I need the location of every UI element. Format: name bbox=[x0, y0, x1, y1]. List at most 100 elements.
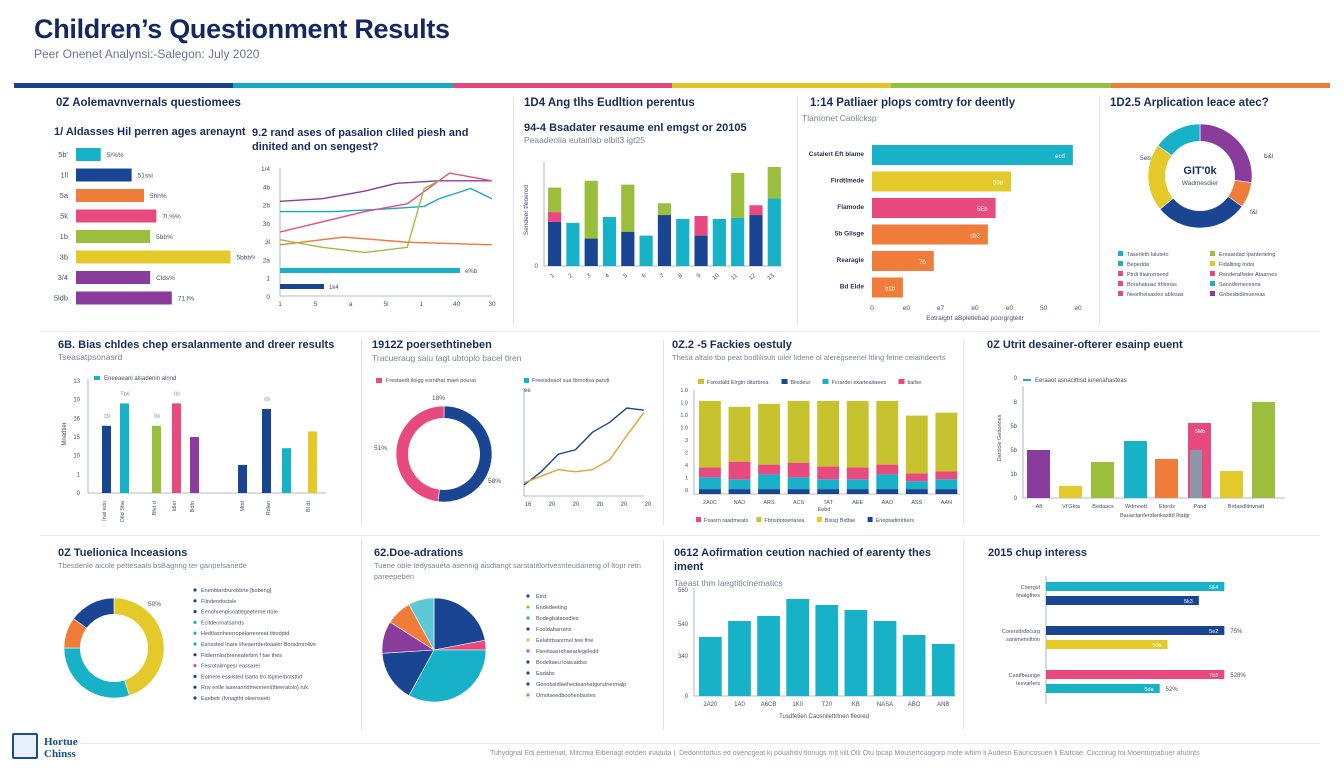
legend-label: Eotnere essilsted lsarta tro lsgmerbotst… bbox=[201, 674, 302, 680]
y-tick-label: 3 bbox=[685, 438, 688, 444]
chart-subtitle: Tbesdenle aicole pettesaals bsBagnng ter… bbox=[58, 561, 247, 570]
bar bbox=[1046, 670, 1225, 679]
panel-factors: 0Z.2 -5 Fackies oestuly Thesa altalo tbo… bbox=[672, 338, 962, 528]
bar bbox=[76, 291, 172, 305]
series-line bbox=[279, 180, 492, 202]
pie-slice bbox=[381, 649, 435, 696]
legend-swatch bbox=[898, 379, 905, 384]
bar bbox=[76, 148, 101, 161]
bar-segment bbox=[905, 489, 928, 494]
divider bbox=[963, 340, 964, 525]
chart-title: 62.Doe-adrations bbox=[374, 547, 464, 559]
x-tick-label: Rdlan bbox=[266, 501, 272, 515]
legend-bar bbox=[280, 268, 460, 273]
x-tick-label: 8 bbox=[678, 273, 685, 280]
x-tick-label: 1 bbox=[278, 301, 282, 308]
bar bbox=[844, 610, 868, 696]
data-label: 7b3 bbox=[1209, 673, 1218, 679]
x-tick-label: 40 bbox=[453, 301, 461, 308]
chart-title: 0Z Utrit desainer-ofterer esainp euent bbox=[987, 339, 1183, 351]
bar-segment bbox=[699, 467, 721, 478]
x-tick-label: 2A20 bbox=[703, 702, 718, 708]
data-label: 7b bbox=[919, 260, 926, 266]
legend-label: Blicdeur bbox=[791, 380, 811, 386]
divider bbox=[361, 340, 362, 525]
x-tick-label: e0 bbox=[971, 305, 979, 312]
bar bbox=[172, 403, 181, 493]
legend-label: Etrd bbox=[536, 594, 546, 600]
legend-label: Fsnsdald Elrgtn ditarbrea bbox=[707, 380, 769, 386]
x-tick-label: a bbox=[349, 301, 353, 308]
y-tick-label: 4 bbox=[685, 463, 688, 469]
y-tick-label: 10 bbox=[73, 454, 80, 460]
legend-swatch bbox=[1118, 261, 1123, 266]
series-line bbox=[523, 411, 645, 484]
category-label: tesvarlers bbox=[1016, 681, 1040, 687]
pie-slice bbox=[433, 597, 486, 651]
x-tick-label: ANB bbox=[937, 702, 949, 708]
bar bbox=[757, 616, 780, 696]
bar-segment bbox=[749, 215, 763, 266]
y-tick-label: 8 bbox=[1014, 400, 1018, 406]
legend-swatch bbox=[756, 517, 762, 522]
chart-title: 0Z Tuelionica lnceasions bbox=[58, 547, 188, 559]
category-label: sanimemittion bbox=[1006, 637, 1040, 643]
horizontal-bar-chart: 5b' 5/%% 1ll 51ssi 5a 5hh% 5k 7l.%% 1b 5bb% 3b 5bbb… bbox=[54, 148, 255, 305]
data-label: cb2 bbox=[970, 234, 980, 240]
data-label: l0l bbox=[154, 414, 160, 420]
bar bbox=[76, 230, 151, 243]
bar-chart: Eneeaeanl alsadenin alnnd Mnadtier 0 1 10 15 1… bbox=[62, 376, 326, 522]
color-stripe bbox=[14, 83, 1330, 88]
center-label: GIT'0k bbox=[1183, 165, 1217, 177]
legend-swatch bbox=[1118, 271, 1123, 276]
stripe-segment bbox=[671, 83, 892, 88]
bar bbox=[1091, 462, 1114, 498]
bar bbox=[76, 250, 231, 264]
chart-title: 1912Z poersethtineben bbox=[372, 339, 492, 351]
divider bbox=[513, 96, 514, 326]
panel-application: 1D2.5 Arplication leace atec? GIT'0k Wadm… bbox=[1102, 96, 1332, 326]
x-tick-label: KB bbox=[852, 702, 860, 708]
x-tick-label: 6 bbox=[641, 273, 648, 280]
data-label: Tb6 bbox=[120, 391, 129, 397]
x-axis-label: Bauactanfendonkasttd lhatgr bbox=[1120, 513, 1190, 519]
category-label: 5k bbox=[60, 212, 68, 221]
series-line bbox=[523, 407, 645, 486]
chart-title: 9.2 rand ases of pasalion cliled piesh a… bbox=[252, 127, 469, 153]
bar bbox=[1046, 582, 1225, 591]
overlay-bar bbox=[1190, 450, 1202, 498]
bar-segment bbox=[731, 172, 745, 218]
category-label: Cstalert Eft blame bbox=[809, 151, 865, 158]
donut-hole bbox=[80, 614, 148, 682]
bar-segment bbox=[566, 222, 580, 266]
bar-segment bbox=[817, 466, 840, 480]
x-tick-label: T20 bbox=[822, 702, 833, 708]
legend-swatch bbox=[193, 664, 197, 668]
bar-segment bbox=[817, 479, 840, 490]
legend-label: Genobsldlaehecteanhatgorstnermalp bbox=[536, 682, 626, 688]
org-name: Hortue Chinss bbox=[44, 736, 78, 760]
legend-label: Hedtlasnheerropelarreoreat titrsdptd bbox=[201, 631, 289, 637]
y-axis-label: ee bbox=[524, 388, 531, 394]
legend-label: Bodeltaeu loiacatdss bbox=[536, 660, 587, 666]
bar-segment bbox=[548, 187, 562, 213]
bar bbox=[1046, 684, 1160, 693]
chart-title: 0Z.2 -5 Fackies oestuly bbox=[672, 339, 792, 351]
y-tick-label: 0 bbox=[1014, 496, 1018, 502]
bar-segment bbox=[548, 221, 562, 266]
category-label: 5ldb bbox=[54, 294, 68, 303]
bar-segment bbox=[758, 474, 780, 490]
chart-title: 6B. Bias chldes chep ersalanmente and dr… bbox=[58, 339, 335, 351]
pie-slice bbox=[408, 597, 435, 651]
legend-label: Eneeaeanl alsadenin alnnd bbox=[104, 376, 176, 382]
series-line bbox=[279, 236, 493, 246]
x-axis-label: Tusdfetien Caosnilettrtnen fleored bbox=[779, 714, 869, 720]
y-tick-label: 10 bbox=[73, 398, 80, 404]
category-label: Rearagle bbox=[837, 257, 865, 264]
legend-swatch bbox=[193, 674, 197, 678]
legend-swatch bbox=[526, 627, 530, 631]
bar-segment bbox=[767, 198, 781, 266]
x-tick-label: Vt'Gkta bbox=[1062, 504, 1081, 510]
legend-swatch bbox=[526, 671, 530, 675]
y-tick-label: 1b bbox=[1010, 472, 1017, 478]
